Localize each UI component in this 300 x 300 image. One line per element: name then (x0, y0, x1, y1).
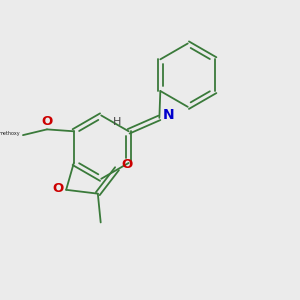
Text: O: O (52, 182, 63, 195)
Text: O: O (121, 158, 132, 171)
Text: O: O (41, 115, 52, 128)
Text: H: H (113, 117, 121, 127)
Text: methoxy: methoxy (0, 131, 20, 136)
Text: N: N (163, 108, 175, 122)
